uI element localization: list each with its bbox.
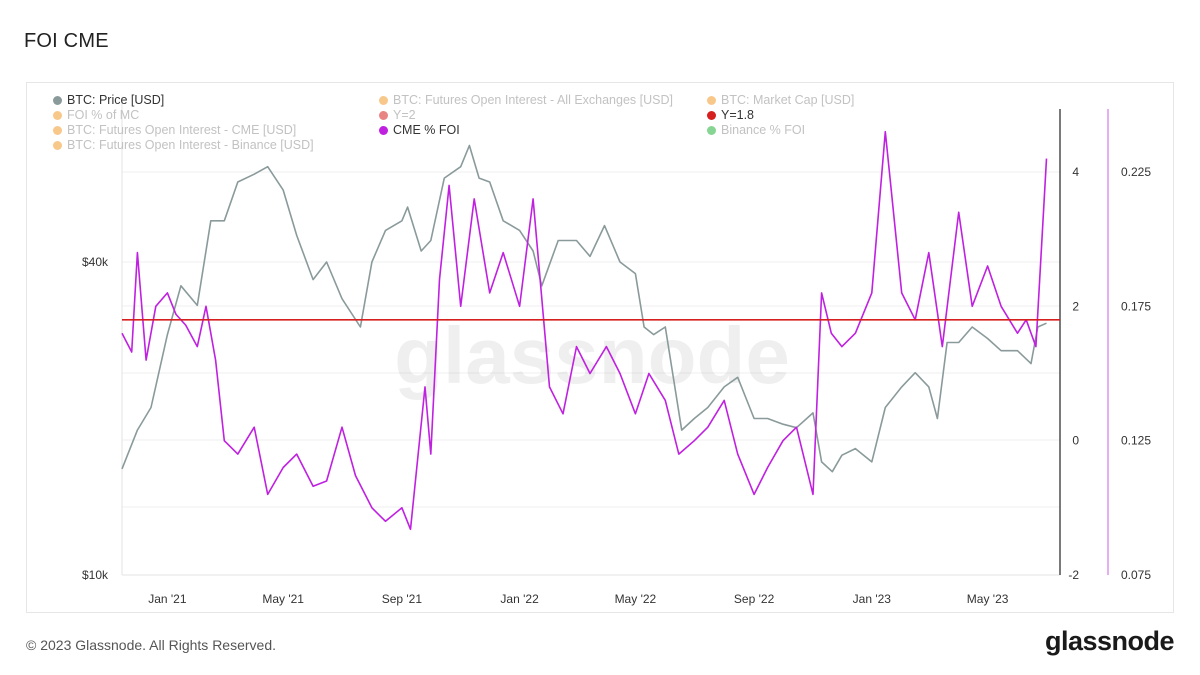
legend-item[interactable]: FOI % of MC	[53, 108, 139, 122]
legend-label: BTC: Futures Open Interest - All Exchang…	[393, 93, 673, 107]
legend-label: CME % FOI	[393, 123, 460, 137]
right-axis-tick-label: 0.175	[1121, 299, 1151, 313]
legend-label: BTC: Futures Open Interest - CME [USD]	[67, 123, 297, 137]
legend-dot-icon	[53, 96, 62, 105]
chart-panel: glassnode $10k $40k -2 0 2 4 0.075 0.125 0.175 0.2…	[26, 82, 1174, 613]
legend-dot-icon	[53, 141, 62, 150]
page-title: FOI CME	[24, 30, 109, 52]
mid-axis-tick-label: 4	[1072, 165, 1079, 179]
legend-item[interactable]: Binance % FOI	[707, 123, 805, 137]
line-chart: glassnode $10k $40k -2 0 2 4 0.075 0.125 0.175 0.2…	[82, 103, 1151, 606]
watermark: glassnode	[394, 311, 790, 400]
legend-item[interactable]: BTC: Price [USD]	[53, 93, 164, 107]
series-line-cme-foi	[121, 130, 1048, 531]
legend-item[interactable]: BTC: Futures Open Interest - Binance [US…	[53, 138, 314, 152]
x-axis-tick-label: Jan '22	[500, 592, 539, 606]
legend-item[interactable]: BTC: Futures Open Interest - CME [USD]	[53, 123, 296, 137]
left-axis-tick-label: $10k	[82, 568, 109, 582]
brand-logo: glassnode	[1044, 626, 1175, 656]
legend-item[interactable]: Y=2	[379, 108, 416, 122]
legend-label: BTC: Futures Open Interest - Binance [US…	[67, 138, 314, 152]
right-axis-tick-label: 0.225	[1121, 165, 1151, 179]
mid-axis-tick-label: -2	[1068, 568, 1079, 582]
mid-axis-tick-label: 0	[1072, 434, 1079, 448]
x-axis-tick-label: Sep '22	[734, 592, 775, 606]
legend-label: Binance % FOI	[721, 123, 806, 137]
legend-item[interactable]: BTC: Market Cap [USD]	[707, 93, 854, 107]
right-axis-tick-label: 0.075	[1121, 568, 1151, 582]
x-axis-tick-label: Sep '21	[382, 592, 423, 606]
legend-dot-icon	[53, 111, 62, 120]
legend-dot-icon	[707, 126, 716, 135]
x-axis-tick-label: May '23	[967, 592, 1009, 606]
mid-axis-tick-label: 2	[1072, 299, 1079, 313]
legend-item[interactable]: Y=1.8	[707, 108, 754, 122]
x-axis-tick-label: Jan '23	[853, 592, 892, 606]
x-axis-tick-label: May '22	[615, 592, 657, 606]
legend-dot-icon	[707, 96, 716, 105]
right-axis-tick-label: 0.125	[1121, 434, 1151, 448]
legend-dot-icon	[707, 111, 716, 120]
x-axis-tick-label: May '21	[262, 592, 304, 606]
series-line-price	[121, 144, 1047, 473]
legend-label: Y=2	[393, 108, 416, 122]
legend-dot-icon	[379, 111, 388, 120]
legend-item[interactable]: BTC: Futures Open Interest - All Exchang…	[379, 93, 673, 107]
legend-item[interactable]: CME % FOI	[379, 123, 460, 137]
copyright-text: © 2023 Glassnode. All Rights Reserved.	[26, 637, 277, 653]
legend-label: BTC: Price [USD]	[67, 93, 165, 107]
legend-label: BTC: Market Cap [USD]	[721, 93, 855, 107]
legend-dot-icon	[53, 126, 62, 135]
legend-dot-icon	[379, 126, 388, 135]
legend-label: Y=1.8	[721, 108, 755, 122]
legend-label: FOI % of MC	[67, 108, 140, 122]
x-axis-tick-label: Jan '21	[148, 592, 187, 606]
legend-dot-icon	[379, 96, 388, 105]
left-axis-tick-label: $40k	[82, 255, 109, 269]
